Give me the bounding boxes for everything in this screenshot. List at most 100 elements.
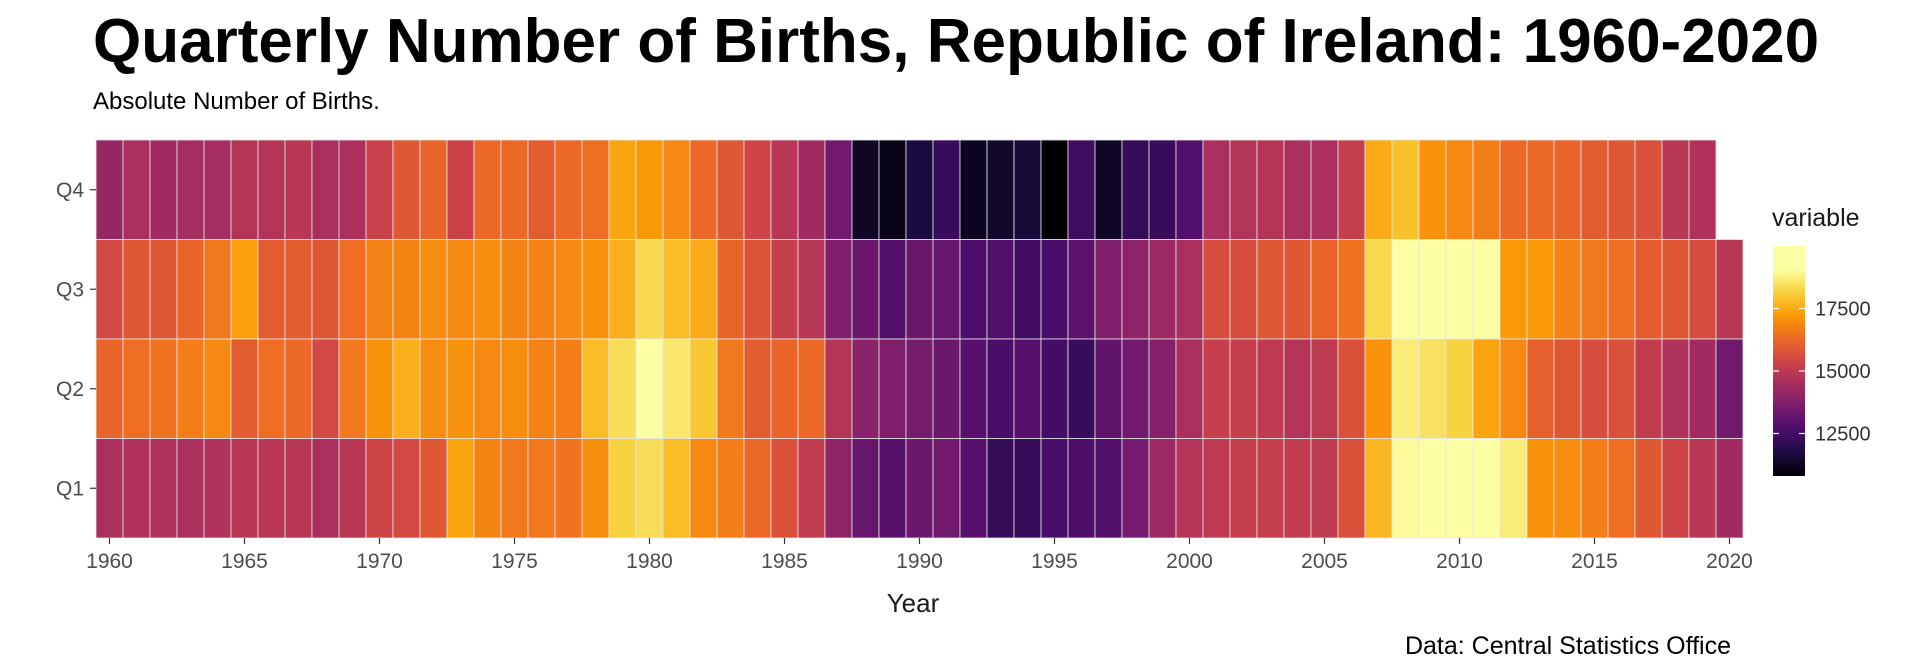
heatmap-cell — [1175, 438, 1204, 539]
heatmap-cell — [1256, 239, 1285, 340]
heatmap-cell — [284, 239, 313, 340]
heatmap-cell — [959, 338, 988, 439]
heatmap-cell — [1175, 139, 1204, 240]
heatmap-cell — [500, 338, 529, 439]
heatmap-cell — [1364, 438, 1393, 539]
x-tick-label: 1960 — [86, 550, 133, 573]
heatmap-cell — [986, 239, 1015, 340]
heatmap-cell — [1499, 239, 1528, 340]
heatmap-cell — [1391, 239, 1420, 340]
heatmap-cell — [1256, 438, 1285, 539]
heatmap-cell — [1283, 438, 1312, 539]
heatmap-cell — [743, 438, 772, 539]
chart-subtitle: Absolute Number of Births. — [93, 88, 380, 115]
heatmap-cell — [851, 338, 880, 439]
heatmap-cell — [1040, 338, 1069, 439]
heatmap-cell — [1094, 139, 1123, 240]
heatmap-cell — [608, 338, 637, 439]
heatmap-cell — [1094, 239, 1123, 340]
heatmap-cell — [257, 139, 286, 240]
heatmap-cell — [716, 239, 745, 340]
heatmap-cell — [446, 438, 475, 539]
heatmap-cell — [392, 139, 421, 240]
heatmap-cell — [446, 338, 475, 439]
heatmap-cell — [824, 139, 853, 240]
heatmap-cell — [1121, 438, 1150, 539]
heatmap-cell — [743, 239, 772, 340]
heatmap-cell — [473, 338, 502, 439]
heatmap-cell — [905, 438, 934, 539]
heatmap-cell — [1526, 338, 1555, 439]
heatmap-cell — [1148, 438, 1177, 539]
heatmap-cell — [581, 239, 610, 340]
x-tick-label: 1990 — [896, 550, 943, 573]
heatmap-cell — [635, 338, 664, 439]
heatmap-cell — [203, 338, 232, 439]
chart-title: Quarterly Number of Births, Republic of … — [93, 7, 1820, 76]
heatmap-cell — [608, 239, 637, 340]
y-tick-label: Q4 — [56, 179, 84, 202]
heatmap-cell — [230, 239, 259, 340]
heatmap-cell — [608, 438, 637, 539]
heatmap-cell — [1418, 338, 1447, 439]
heatmap-cell — [1472, 338, 1501, 439]
y-tick-label: Q2 — [56, 378, 84, 401]
heatmap-cell — [1094, 338, 1123, 439]
heatmap-cell — [1310, 239, 1339, 340]
heatmap-cell — [1229, 338, 1258, 439]
heatmap-cell — [959, 438, 988, 539]
heatmap-cell — [1148, 338, 1177, 439]
heatmap-cell — [1607, 139, 1636, 240]
x-axis-title: Year — [887, 588, 940, 618]
heatmap-cell — [365, 338, 394, 439]
heatmap-cell — [1472, 438, 1501, 539]
chart-caption: Data: Central Statistics Office — [1404, 632, 1731, 660]
heatmap-cell — [257, 239, 286, 340]
heatmap-cell — [284, 338, 313, 439]
x-tick-label: 2000 — [1166, 550, 1213, 573]
heatmap-cell — [1553, 338, 1582, 439]
heatmap-cell — [338, 139, 367, 240]
heatmap-cell — [1472, 239, 1501, 340]
legend-tick-label: 12500 — [1815, 424, 1871, 446]
heatmap-cell — [1526, 438, 1555, 539]
heatmap-cell — [932, 438, 961, 539]
heatmap-cell — [1472, 139, 1501, 240]
heatmap-cell — [1580, 139, 1609, 240]
heatmap-cell — [230, 338, 259, 439]
heatmap-cell — [770, 338, 799, 439]
heatmap-cell — [716, 338, 745, 439]
heatmap-cell — [1310, 139, 1339, 240]
heatmap-cell — [635, 139, 664, 240]
heatmap-cell — [878, 139, 907, 240]
heatmap-cell — [1202, 438, 1231, 539]
heatmap-cell — [311, 338, 340, 439]
heatmap-cell — [1688, 239, 1717, 340]
heatmap-cell — [419, 239, 448, 340]
x-tick-label: 1965 — [221, 550, 268, 573]
heatmap-cell — [527, 239, 556, 340]
x-tick-label: 1985 — [761, 550, 808, 573]
heatmap-cell — [959, 239, 988, 340]
heatmap-cell — [1229, 239, 1258, 340]
y-tick-label: Q1 — [56, 477, 84, 500]
heatmap-cell — [1202, 239, 1231, 340]
heatmap-cell — [1499, 139, 1528, 240]
heatmap-cell — [1121, 239, 1150, 340]
heatmap-cell — [1580, 338, 1609, 439]
heatmap-cell — [1418, 438, 1447, 539]
heatmap-cell — [1310, 438, 1339, 539]
heatmap-cell — [392, 338, 421, 439]
heatmap-cell — [986, 139, 1015, 240]
heatmap-cell — [932, 338, 961, 439]
heatmap-cell — [878, 438, 907, 539]
heatmap-cell — [1202, 139, 1231, 240]
x-tick-label: 1970 — [356, 550, 403, 573]
heatmap-cell — [1040, 139, 1069, 240]
heatmap-cell — [1391, 338, 1420, 439]
x-tick-label: 2015 — [1571, 550, 1618, 573]
heatmap-cell — [122, 438, 151, 539]
heatmap-cell — [932, 139, 961, 240]
heatmap-cell — [1175, 239, 1204, 340]
